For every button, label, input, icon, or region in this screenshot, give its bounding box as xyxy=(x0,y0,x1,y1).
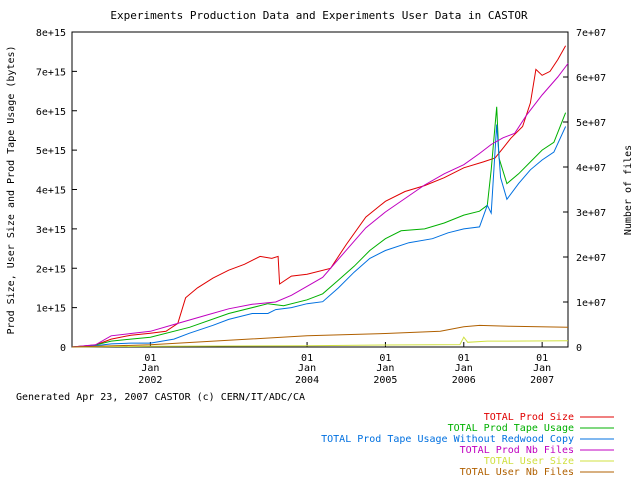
legend-label: TOTAL User Size xyxy=(484,456,574,467)
series-line-6 xyxy=(71,324,569,348)
y-axis-left-label: Prod Size, User Size and Prod Tape Usage… xyxy=(6,46,17,335)
left-tick-label: 5e+15 xyxy=(36,146,66,157)
series-line-4 xyxy=(71,63,569,348)
x-tick-month: Jan xyxy=(298,363,316,374)
left-tick-label: 4e+15 xyxy=(36,186,66,197)
x-tick-year: 2005 xyxy=(373,375,397,386)
right-tick-label: 2e+07 xyxy=(576,253,606,264)
x-tick-month: Jan xyxy=(141,363,159,374)
left-tick-label: 3e+15 xyxy=(36,225,66,236)
x-tick-day: 01 xyxy=(458,353,470,364)
x-tick-month: Jan xyxy=(376,363,394,374)
series-line-3 xyxy=(71,124,567,348)
left-tick-label: 8e+15 xyxy=(36,28,66,39)
x-tick-day: 01 xyxy=(536,353,548,364)
x-tick-year: 2006 xyxy=(452,375,476,386)
series-line-2 xyxy=(71,106,567,348)
right-tick-label: 6e+07 xyxy=(576,73,606,84)
left-tick-label: 2e+15 xyxy=(36,264,66,275)
x-tick-year: 2007 xyxy=(530,375,554,386)
x-tick-day: 01 xyxy=(379,353,391,364)
right-tick-label: 4e+07 xyxy=(576,163,606,174)
footer-text: Generated Apr 23, 2007 CASTOR (c) CERN/I… xyxy=(16,392,305,403)
right-tick-label: 5e+07 xyxy=(576,118,606,129)
legend-label: TOTAL User Nb Files xyxy=(460,467,574,478)
right-tick-label: 7e+07 xyxy=(576,28,606,39)
left-tick-label: 0 xyxy=(60,343,66,354)
x-tick-day: 01 xyxy=(144,353,156,364)
legend-label: TOTAL Prod Nb Files xyxy=(460,445,574,456)
series-line-5 xyxy=(71,336,569,348)
x-tick-month: Jan xyxy=(533,363,551,374)
left-axis-ticks: 0 1e+15 2e+15 3e+15 4e+15 5e+15 6e+15 7e+15 8e+1… xyxy=(36,28,77,354)
x-tick-year: 2004 xyxy=(295,375,319,386)
right-tick-label: 0 xyxy=(576,343,582,354)
plot-area xyxy=(71,31,569,348)
series-lines xyxy=(71,45,569,348)
chart-title: Experiments Production Data and Experime… xyxy=(110,9,528,22)
left-tick-label: 6e+15 xyxy=(36,107,66,118)
y-axis-right-label: Number of files xyxy=(623,145,634,235)
legend-label: TOTAL Prod Tape Usage Without Redwood Co… xyxy=(321,434,574,445)
x-tick-month: Jan xyxy=(455,363,473,374)
x-tick-year: 2002 xyxy=(138,375,162,386)
left-tick-label: 7e+15 xyxy=(36,67,66,78)
left-tick-label: 1e+15 xyxy=(36,304,66,315)
right-tick-label: 1e+07 xyxy=(576,298,606,309)
x-tick-day: 01 xyxy=(301,353,313,364)
right-tick-label: 3e+07 xyxy=(576,208,606,219)
legend-label: TOTAL Prod Size xyxy=(484,412,574,423)
right-axis-ticks: 0 1e+07 2e+07 3e+07 4e+07 5e+07 6e+07 7e+07 xyxy=(563,28,606,354)
x-axis-ticks: 01Jan200201Jan200401Jan200501Jan200601Ja… xyxy=(138,342,554,386)
legend-label: TOTAL Prod Tape Usage xyxy=(448,423,574,434)
